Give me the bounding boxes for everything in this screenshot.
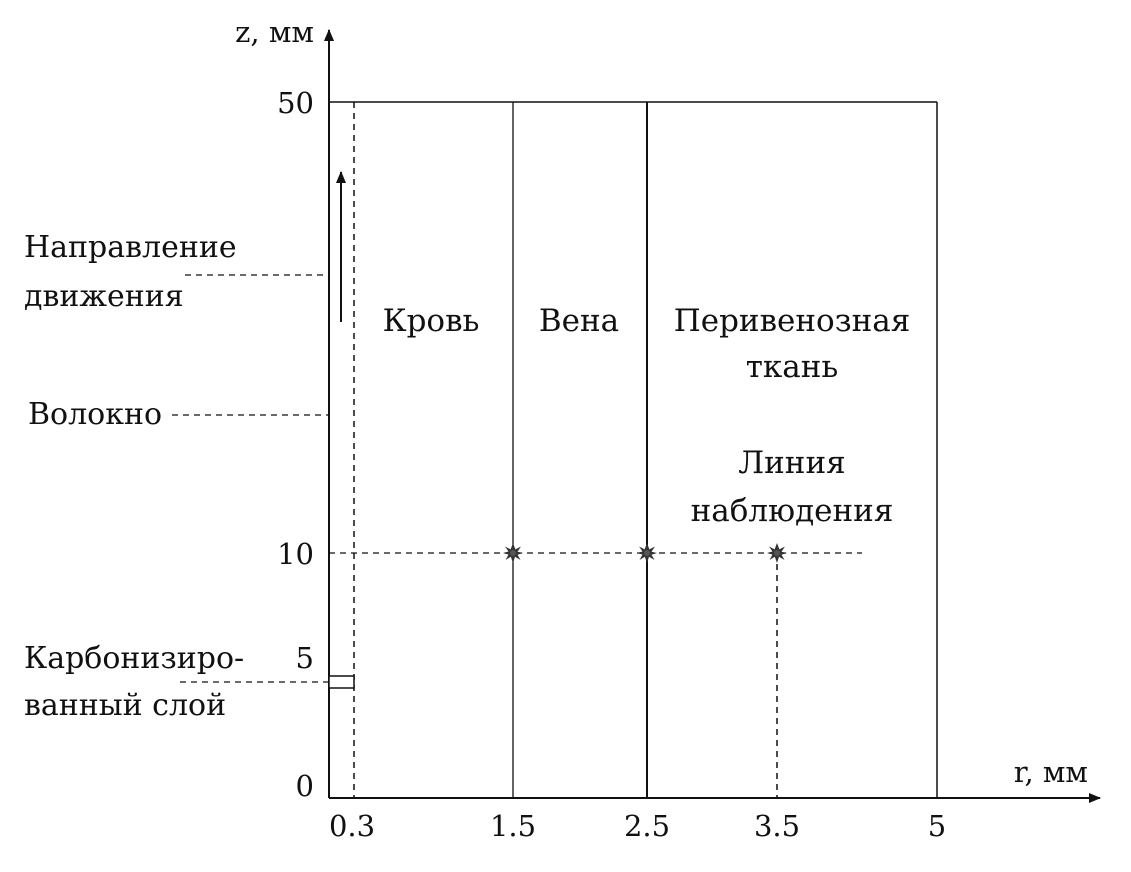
r-tick-0-3: 0.3 — [329, 809, 375, 843]
region-vein-label: Вена — [539, 303, 619, 339]
observation-point-1-5 — [503, 543, 523, 563]
r-tick-1-5: 1.5 — [490, 809, 536, 843]
r-tick-5: 5 — [928, 809, 946, 843]
region-perivenous-label-2: ткань — [746, 349, 839, 385]
observation-label-2: наблюдения — [691, 493, 894, 529]
carbon-label-2: ванный слой — [24, 688, 226, 723]
z-axis-title: z, мм — [235, 15, 314, 49]
direction-label-2: движения — [24, 279, 184, 314]
region-perivenous-label-1: Перивенозная — [674, 303, 911, 339]
fiber-label: Волокно — [28, 397, 162, 432]
z-tick-10: 10 — [277, 537, 314, 571]
carbon-label-1: Карбонизиро- — [24, 641, 244, 676]
carbonized-layer — [328, 675, 355, 689]
z-tick-5: 5 — [296, 641, 314, 675]
z-tick-50: 50 — [277, 86, 314, 120]
r-tick-3-5: 3.5 — [754, 809, 800, 843]
r-axis-title: r, мм — [1014, 755, 1088, 789]
observation-label-1: Линия — [738, 445, 845, 481]
r-tick-2-5: 2.5 — [624, 809, 670, 843]
z-tick-0: 0 — [296, 769, 314, 803]
direction-label-1: Направление — [24, 230, 237, 265]
region-blood-label: Кровь — [383, 303, 480, 339]
observation-point-3-5 — [767, 543, 787, 563]
observation-point-2-5 — [637, 543, 657, 563]
